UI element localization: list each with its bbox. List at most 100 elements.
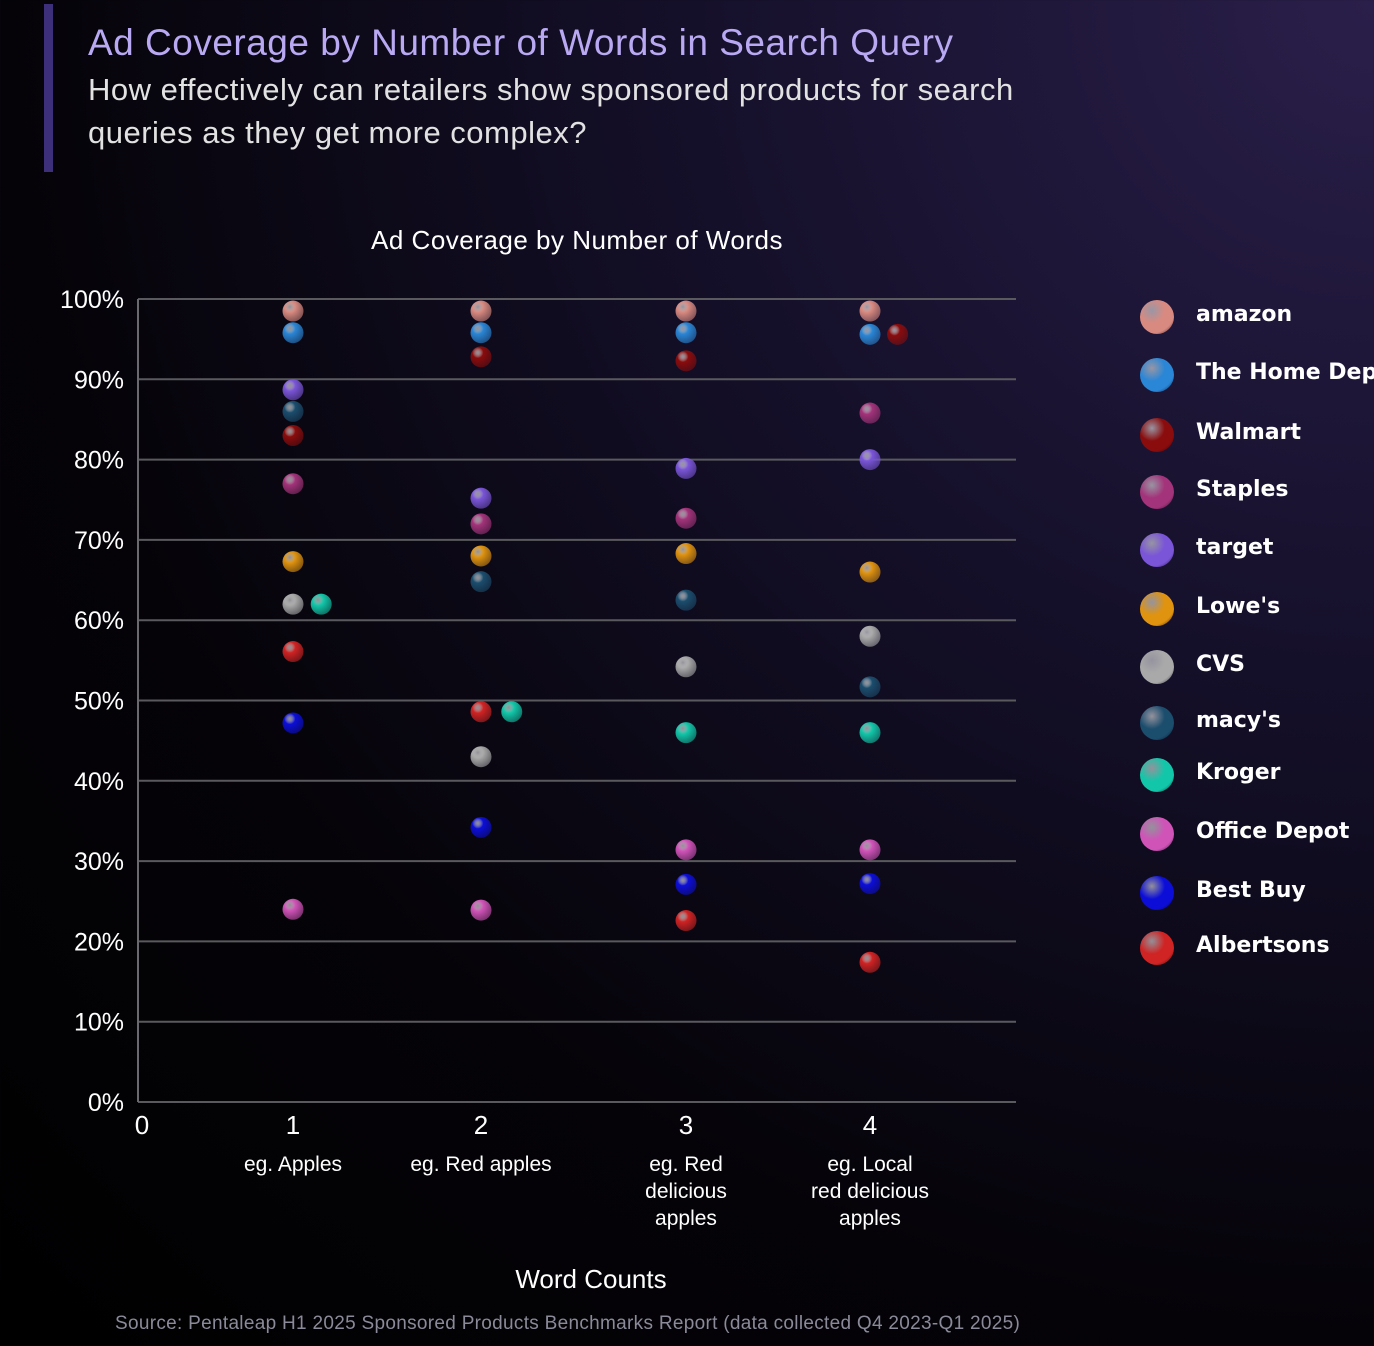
data-point-lowe-s <box>859 561 881 583</box>
data-point-lowe-s <box>282 551 304 573</box>
data-point-kroger <box>310 593 332 615</box>
data-point-target <box>470 487 492 509</box>
data-point-kroger <box>675 722 697 744</box>
legend-item: Walmart <box>1136 416 1356 456</box>
y-tick-label: 50% <box>74 688 124 716</box>
data-point-target <box>859 449 881 471</box>
legend-swatch <box>1140 358 1174 392</box>
legend-item: macy's <box>1136 704 1356 744</box>
axis-layer: 0% 10% 20% 30% 40% 50% 60% 70% 80% 90% 100% 0 1 2 3 4 eg… <box>60 286 929 1294</box>
legend-item: Best Buy <box>1136 874 1356 914</box>
data-point-office-depot <box>859 839 881 861</box>
legend-label: Albertsons <box>1196 933 1330 958</box>
data-point-albertsons <box>470 701 492 723</box>
legend-item: amazon <box>1136 298 1356 338</box>
data-point-the-home-depot <box>859 323 881 345</box>
legend-item: Albertsons <box>1136 929 1356 969</box>
legend-item: Staples <box>1136 473 1356 513</box>
y-tick-label: 30% <box>74 848 124 876</box>
data-point-the-home-depot <box>675 322 697 344</box>
chart-title: Ad Coverage by Number of Words <box>371 225 783 255</box>
data-point-the-home-depot <box>470 322 492 344</box>
legend-label: target <box>1196 535 1274 560</box>
legend-label: Staples <box>1196 477 1289 502</box>
legend-swatch <box>1140 876 1174 910</box>
x-tick-label: 2 <box>474 1110 488 1140</box>
legend-item: target <box>1136 531 1356 571</box>
data-point-staples <box>859 402 881 424</box>
legend-swatch <box>1140 758 1174 792</box>
data-point-walmart <box>887 323 909 345</box>
data-point-walmart <box>282 425 304 447</box>
data-point-the-home-depot <box>282 322 304 344</box>
legend-label: amazon <box>1196 302 1293 327</box>
data-point-walmart <box>470 346 492 368</box>
page-subtitle: How effectively can retailers show spons… <box>88 72 1014 150</box>
data-point-best-buy <box>859 873 881 895</box>
legend-label: Walmart <box>1196 420 1302 445</box>
data-point-macy-s <box>282 400 304 422</box>
legend-label: macy's <box>1196 708 1281 733</box>
legend-swatch <box>1140 706 1174 740</box>
data-point-kroger <box>859 722 881 744</box>
data-point-staples <box>675 507 697 529</box>
legend-swatch <box>1140 533 1174 567</box>
accent-bar <box>44 4 53 172</box>
y-tick-label: 80% <box>74 447 124 475</box>
x-sublabel: eg. Red delicious apples <box>645 1153 727 1230</box>
x-tick-label: 1 <box>286 1110 300 1140</box>
y-tick-label: 20% <box>74 928 124 956</box>
data-point-amazon <box>470 300 492 322</box>
data-point-office-depot <box>675 839 697 861</box>
legend-swatch <box>1140 931 1174 965</box>
legend-label: The Home Depot <box>1196 360 1374 385</box>
data-point-amazon <box>675 300 697 322</box>
x-tick-label: 4 <box>863 1110 877 1140</box>
legend-swatch <box>1140 650 1174 684</box>
legend-item: Office Depot <box>1136 815 1356 855</box>
y-tick-label: 40% <box>74 768 124 796</box>
data-point-office-depot <box>282 898 304 920</box>
legend-swatch <box>1140 300 1174 334</box>
legend-label: Office Depot <box>1196 819 1350 844</box>
data-point-macy-s <box>470 571 492 593</box>
data-point-best-buy <box>470 816 492 838</box>
legend-label: Kroger <box>1196 760 1281 785</box>
data-point-albertsons <box>675 910 697 932</box>
x-sublabel: eg. Red apples <box>410 1153 551 1176</box>
legend-item: Kroger <box>1136 756 1356 796</box>
data-point-office-depot <box>470 899 492 921</box>
data-point-lowe-s <box>470 545 492 567</box>
y-tick-label: 60% <box>74 607 124 635</box>
source-note: Source: Pentaleap H1 2025 Sponsored Prod… <box>115 1313 1021 1334</box>
y-tick-label: 70% <box>74 527 124 555</box>
data-point-amazon <box>282 300 304 322</box>
grid-layer <box>138 298 1016 1103</box>
data-point-target <box>675 457 697 479</box>
data-point-best-buy <box>675 873 697 895</box>
data-point-target <box>282 379 304 401</box>
legend-swatch <box>1140 817 1174 851</box>
data-point-staples <box>470 513 492 535</box>
data-point-cvs <box>675 656 697 678</box>
data-point-amazon <box>859 300 881 322</box>
data-point-cvs <box>470 746 492 768</box>
y-tick-label: 10% <box>74 1009 124 1037</box>
y-tick-label: 90% <box>74 366 124 394</box>
x-tick-label: 0 <box>135 1110 149 1140</box>
data-point-lowe-s <box>675 543 697 565</box>
point-layer <box>282 300 909 973</box>
x-sublabel: eg. Apples <box>244 1153 342 1176</box>
legend-label: CVS <box>1196 652 1246 677</box>
data-point-macy-s <box>859 676 881 698</box>
legend-item: The Home Depot <box>1136 356 1374 396</box>
data-point-walmart <box>675 350 697 372</box>
page-title: Ad Coverage by Number of Words in Search… <box>88 22 954 63</box>
data-point-macy-s <box>675 589 697 611</box>
data-point-best-buy <box>282 712 304 734</box>
data-point-albertsons <box>282 641 304 663</box>
x-sublabel: eg. Local red delicious apples <box>811 1153 929 1230</box>
data-point-kroger <box>501 701 523 723</box>
x-tick-label: 3 <box>679 1110 693 1140</box>
